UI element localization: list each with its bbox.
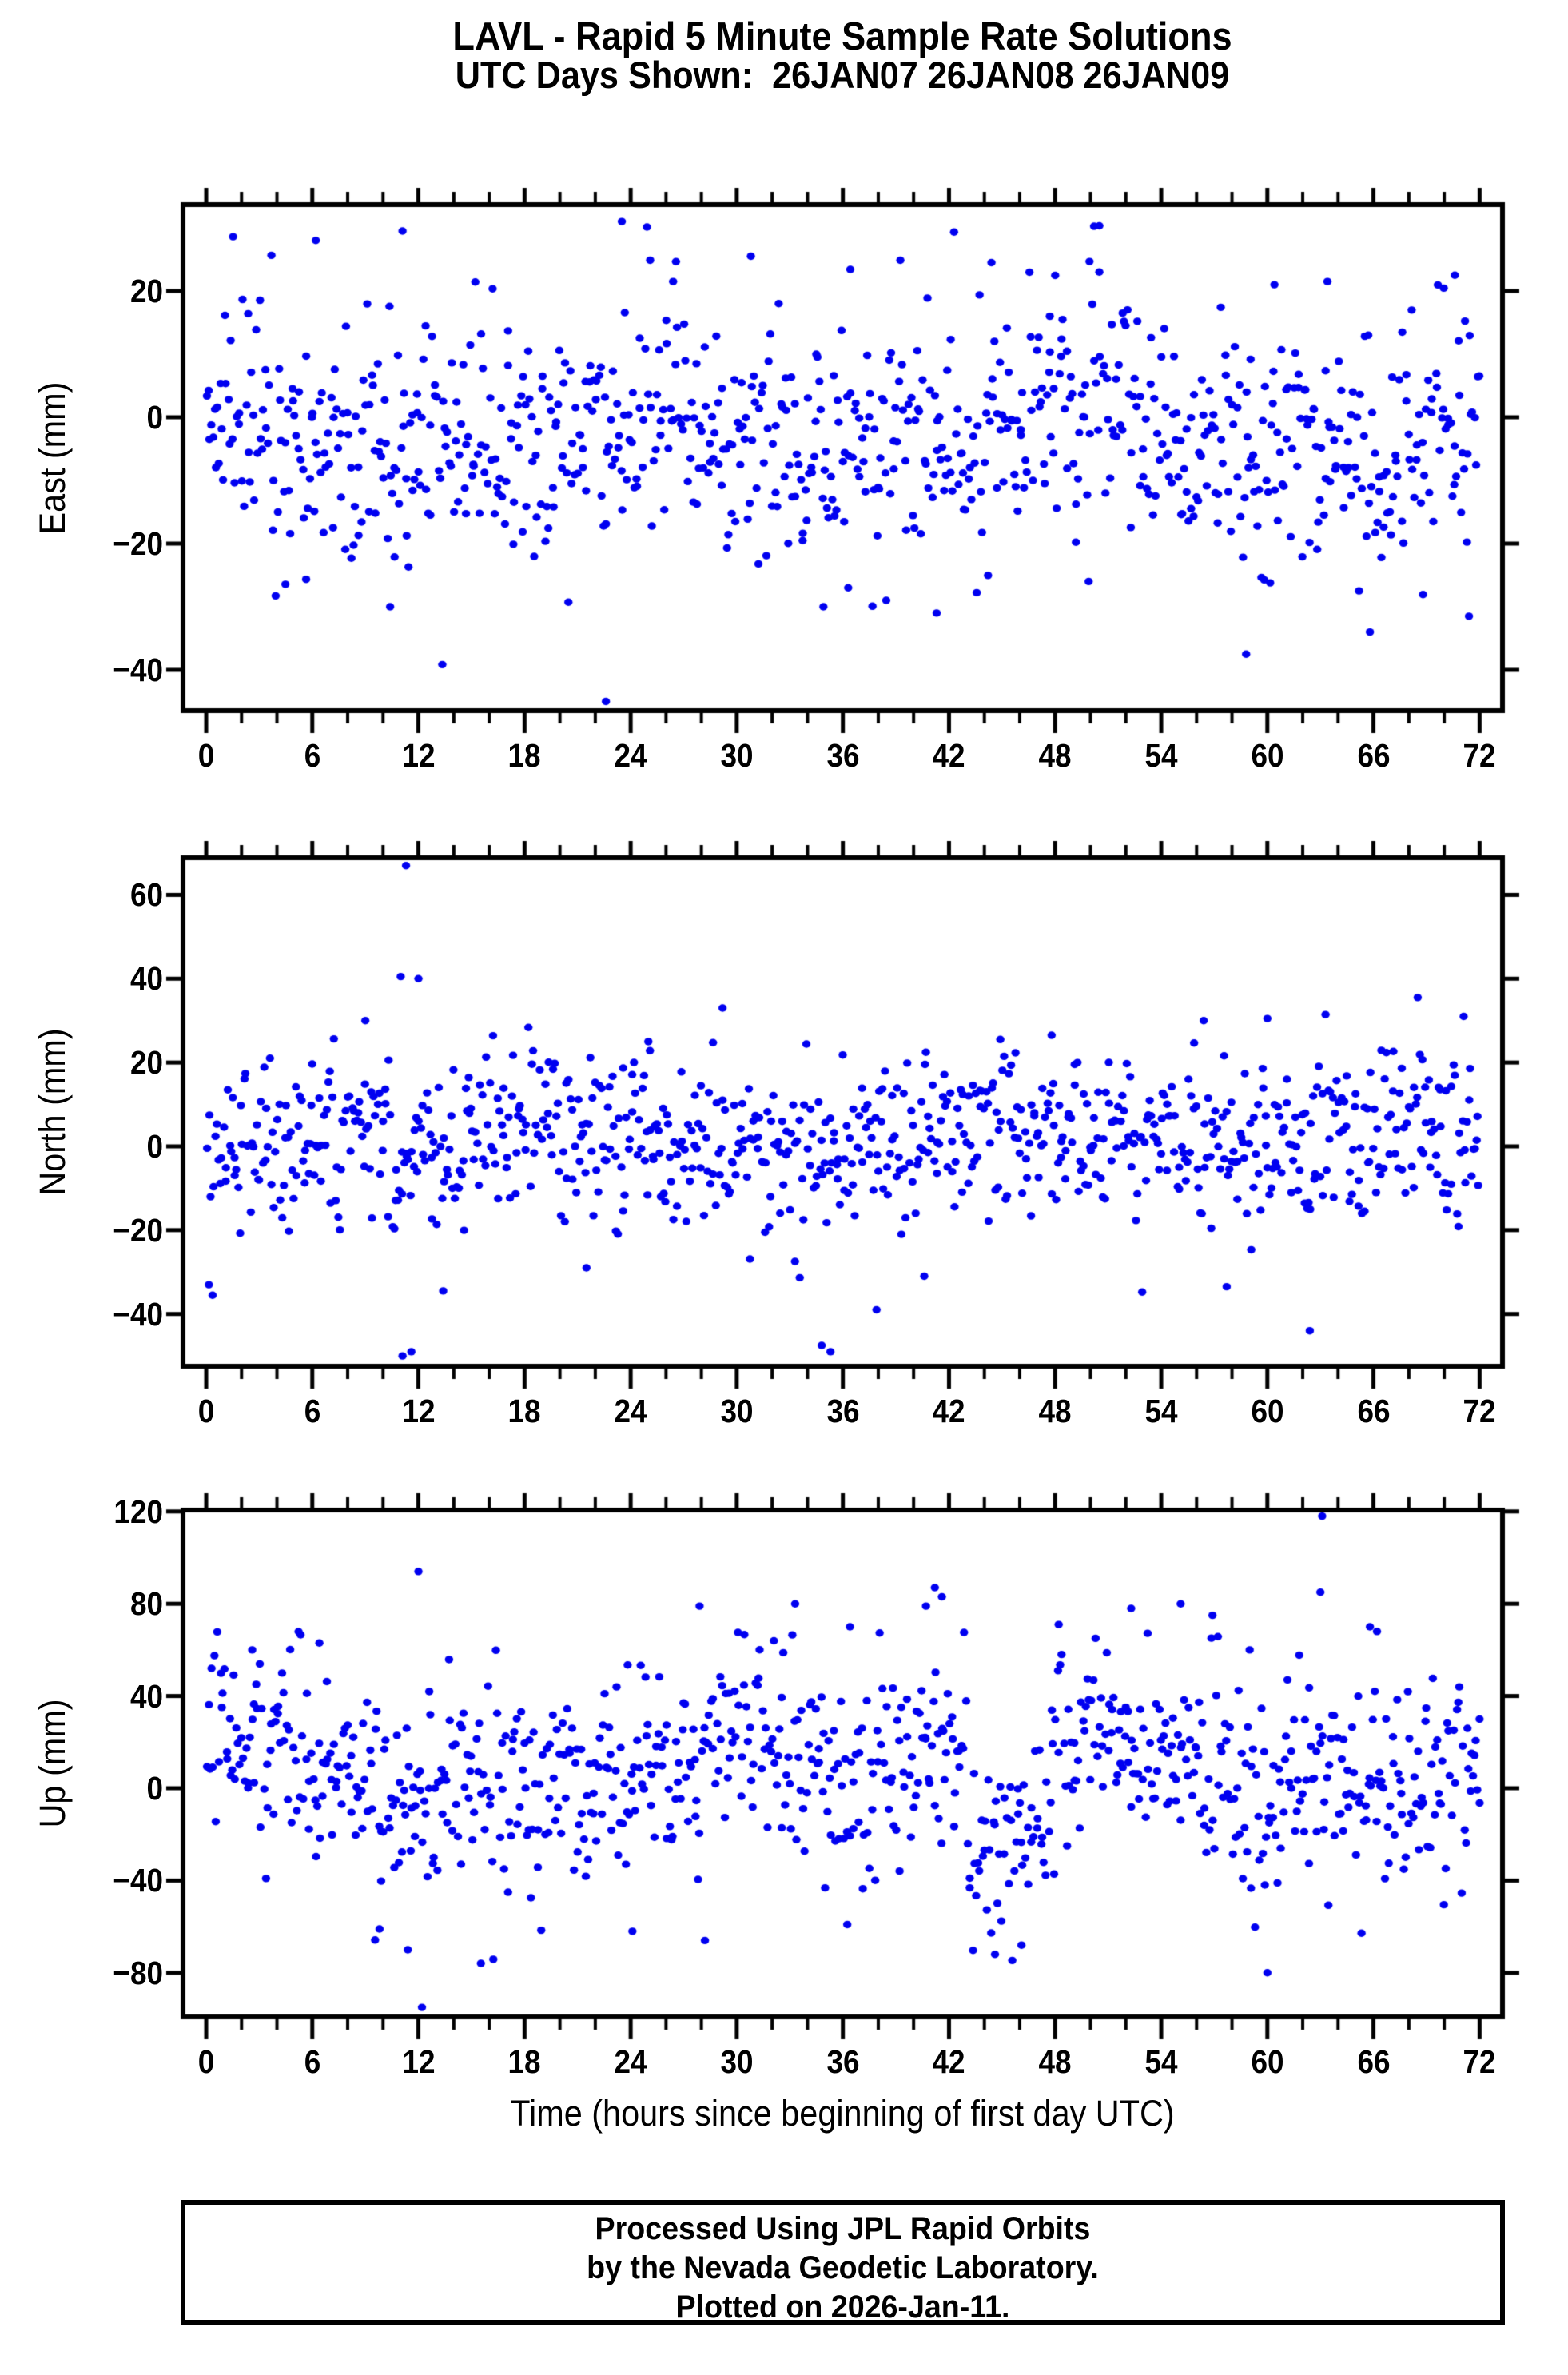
east-y-tick-label: 0 bbox=[146, 399, 163, 436]
up-x-tick-label: 24 bbox=[614, 2043, 647, 2080]
north-x-tick-label: 24 bbox=[614, 1393, 647, 1429]
north-x-tick-label: 0 bbox=[197, 1393, 215, 1429]
east-x-tick-label: 36 bbox=[826, 737, 860, 774]
page-title: LAVL - Rapid 5 Minute Sample Rate Soluti… bbox=[452, 15, 1232, 58]
north-y-tick-label: 20 bbox=[129, 1044, 163, 1082]
up-x-tick-label: 42 bbox=[932, 2043, 965, 2080]
east-y-tick-label: −40 bbox=[113, 652, 163, 688]
east-x-tick-label: 0 bbox=[197, 737, 215, 774]
north-x-tick-label: 60 bbox=[1251, 1393, 1284, 1429]
east-x-tick-label: 24 bbox=[614, 737, 647, 774]
up-y-tick-label: −80 bbox=[113, 1954, 163, 1991]
north-x-tick-label: 6 bbox=[304, 1393, 321, 1429]
up-x-tick-label: 54 bbox=[1144, 2043, 1178, 2080]
footer-box: Processed Using JPL Rapid Orbits by the … bbox=[181, 2200, 1505, 2325]
north-y-tick-label: −40 bbox=[113, 1295, 163, 1333]
up-y-tick-label: 120 bbox=[113, 1492, 163, 1530]
up-y-tick-label: 80 bbox=[129, 1585, 163, 1623]
east-x-tick-label: 12 bbox=[402, 737, 436, 774]
footer-line-2: by the Nevada Geodetic Laboratory. bbox=[587, 2250, 1099, 2285]
up-y-tick-label: −40 bbox=[113, 1862, 163, 1899]
up-x-tick-label: 36 bbox=[826, 2043, 860, 2080]
east-x-tick-label: 48 bbox=[1038, 737, 1072, 774]
up-x-tick-label: 30 bbox=[720, 2043, 754, 2080]
page-subtitle: UTC Days Shown: 26JAN07 26JAN08 26JAN09 bbox=[455, 54, 1230, 96]
up-x-tick-label: 18 bbox=[507, 2043, 541, 2080]
north-x-tick-label: 36 bbox=[826, 1393, 860, 1429]
up-x-tick-label: 60 bbox=[1251, 2043, 1284, 2080]
north-y-tick-label: 0 bbox=[146, 1128, 163, 1165]
north-x-tick-label: 30 bbox=[720, 1393, 754, 1429]
footer-line-3: Plotted on 2026-Jan-11. bbox=[675, 2289, 1010, 2325]
east-panel-plot-area bbox=[181, 202, 1505, 713]
up-x-tick-label: 48 bbox=[1038, 2043, 1072, 2080]
east-x-tick-label: 42 bbox=[932, 737, 965, 774]
up-x-tick-label: 12 bbox=[402, 2043, 436, 2080]
up-x-tick-label: 6 bbox=[304, 2043, 321, 2080]
north-x-tick-label: 42 bbox=[932, 1393, 965, 1429]
north-x-tick-label: 12 bbox=[402, 1393, 436, 1429]
up-x-tick-label: 66 bbox=[1357, 2043, 1391, 2080]
east-x-tick-label: 54 bbox=[1144, 737, 1178, 774]
north-x-tick-label: 66 bbox=[1357, 1393, 1391, 1429]
east-y-tick-label: 20 bbox=[129, 273, 163, 309]
east-x-tick-label: 18 bbox=[507, 737, 541, 774]
north-axis-title: North (mm) bbox=[32, 1028, 73, 1196]
north-y-tick-label: −20 bbox=[113, 1211, 163, 1249]
up-panel-plot-area bbox=[181, 1508, 1505, 2019]
x-axis-title: Time (hours since beginning of first day… bbox=[510, 2093, 1175, 2134]
north-x-tick-label: 18 bbox=[507, 1393, 541, 1429]
east-x-tick-label: 60 bbox=[1251, 737, 1284, 774]
north-x-tick-label: 72 bbox=[1463, 1393, 1496, 1429]
east-x-tick-label: 72 bbox=[1463, 737, 1496, 774]
east-x-tick-label: 66 bbox=[1357, 737, 1391, 774]
east-x-tick-label: 6 bbox=[304, 737, 321, 774]
east-x-tick-label: 30 bbox=[720, 737, 754, 774]
north-y-tick-label: 60 bbox=[129, 876, 163, 914]
north-x-tick-label: 54 bbox=[1144, 1393, 1178, 1429]
up-x-tick-label: 72 bbox=[1463, 2043, 1496, 2080]
up-x-tick-label: 0 bbox=[197, 2043, 215, 2080]
north-y-tick-label: 40 bbox=[129, 960, 163, 998]
north-x-tick-label: 48 bbox=[1038, 1393, 1072, 1429]
north-panel-plot-area bbox=[181, 855, 1505, 1369]
up-y-tick-label: 40 bbox=[129, 1677, 163, 1715]
east-y-tick-label: −20 bbox=[113, 525, 163, 562]
up-y-tick-label: 0 bbox=[146, 1770, 163, 1807]
footer-line-1: Processed Using JPL Rapid Orbits bbox=[595, 2211, 1091, 2246]
